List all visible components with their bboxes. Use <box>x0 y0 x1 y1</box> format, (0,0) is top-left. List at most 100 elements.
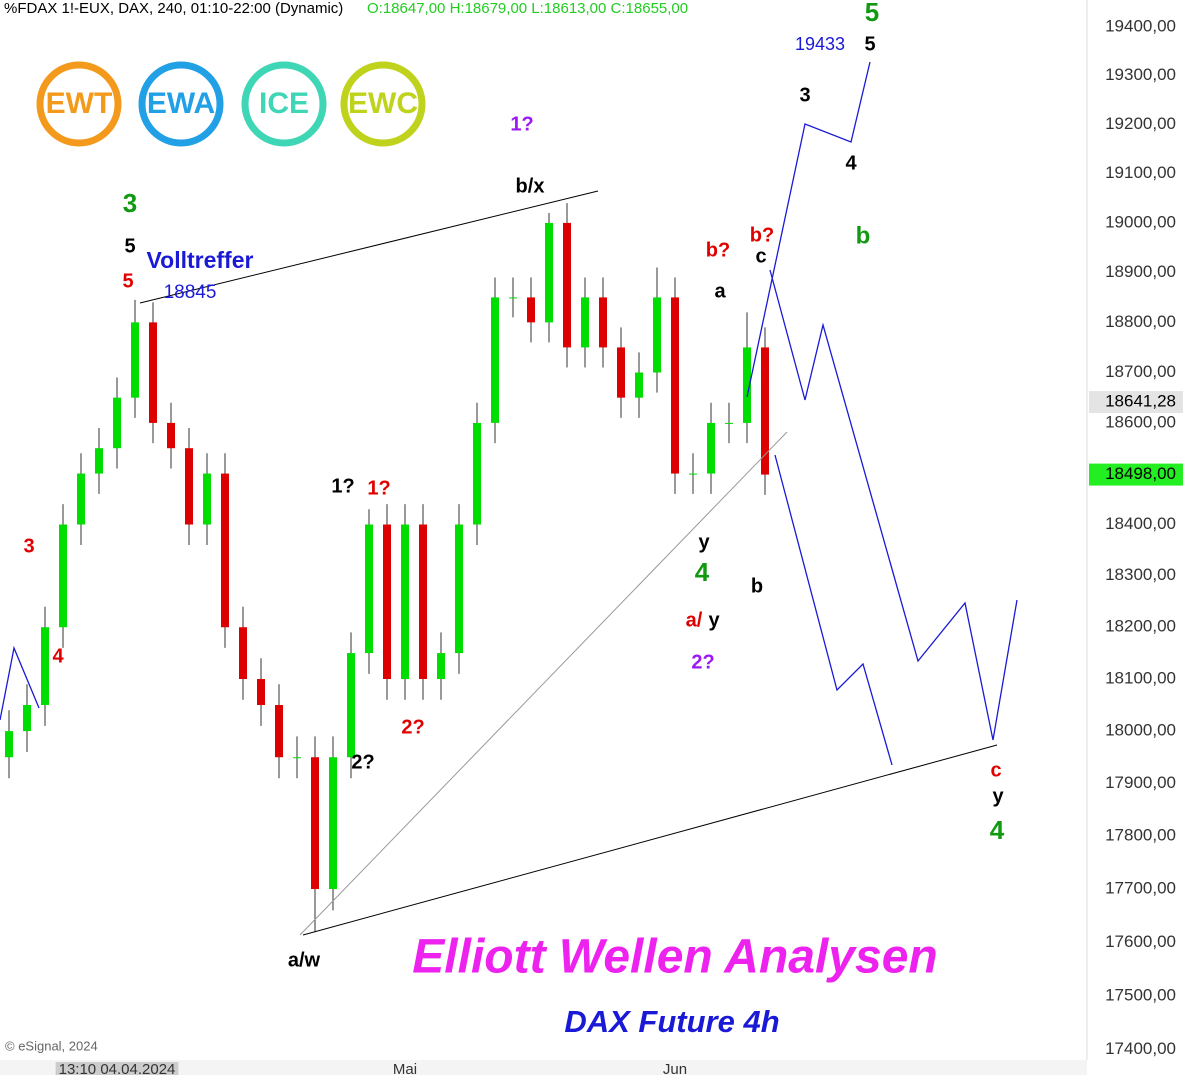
price-marker-label: 18641,28 <box>1105 392 1176 411</box>
y-tick-label: 18400,00 <box>1105 514 1176 533</box>
trendline <box>302 744 998 936</box>
time-axis <box>0 1060 1087 1075</box>
wave-label: 3 <box>799 84 810 106</box>
candle-body <box>509 297 517 299</box>
candle-body <box>95 448 103 474</box>
y-tick-label: 17500,00 <box>1105 985 1176 1004</box>
logo: EWC <box>348 87 418 120</box>
projections <box>0 61 1018 766</box>
wave-label: 1? <box>367 477 390 499</box>
candle-body <box>743 347 751 423</box>
candle-body <box>545 222 553 323</box>
logo: EWT <box>46 87 113 120</box>
candle-body <box>563 222 571 348</box>
candle-body <box>239 627 247 680</box>
wave-label: 3 <box>123 188 137 218</box>
wave-label: b <box>856 222 871 249</box>
candle-body <box>149 322 157 423</box>
wave-label: 4 <box>695 557 710 587</box>
candle-body <box>437 653 445 680</box>
candle-body <box>617 347 625 398</box>
logo: ICE <box>259 87 309 120</box>
candle-body <box>581 297 589 348</box>
trendline <box>299 431 788 936</box>
candle-body <box>203 473 211 525</box>
candle-body <box>257 679 265 706</box>
trendline <box>139 190 599 304</box>
y-tick-label: 17900,00 <box>1105 773 1176 792</box>
y-tick-label: 17800,00 <box>1105 826 1176 845</box>
wave-label: y <box>708 609 720 631</box>
source: © eSignal, 2024 <box>5 1038 98 1053</box>
x-tick-label: Jun <box>663 1061 687 1075</box>
x-tick-box <box>55 1062 179 1075</box>
candle-body <box>5 731 13 758</box>
x-tick-label: Mai <box>393 1061 417 1075</box>
y-tick-label: 18000,00 <box>1105 721 1176 740</box>
wave-label: 4 <box>845 152 857 174</box>
wave-label: b? <box>706 239 730 261</box>
candle-body <box>347 653 355 758</box>
y-tick-label: 19100,00 <box>1105 163 1176 182</box>
candle-body <box>419 524 427 680</box>
y-tick-label: 18700,00 <box>1105 362 1176 381</box>
chart-title: %FDAX 1!-EUX, DAX, 240, 01:10-22:00 (Dyn… <box>4 0 343 17</box>
candle-body <box>527 297 535 323</box>
wave-label: 5 <box>124 235 135 257</box>
wave-label: a/ <box>686 609 703 631</box>
candle-body <box>491 297 499 423</box>
candle-body <box>401 524 409 680</box>
price-marker <box>1089 391 1183 414</box>
wave-label: b/x <box>516 175 545 197</box>
ohlc: O:18647,00 H:18679,00 L:18613,00 C:18655… <box>367 0 688 17</box>
candle-body <box>131 322 139 398</box>
candle-body <box>311 757 319 890</box>
wave-label: 2? <box>401 716 424 738</box>
wave-label: c <box>755 245 766 267</box>
candle-body <box>383 524 391 680</box>
annotations: 3 5 5 Volltreffer 18845 b/x 1? 1? 1? 2? … <box>23 0 1004 1039</box>
headline: Elliott Wellen Analysen <box>412 931 937 984</box>
price-marker <box>1089 463 1183 486</box>
y-tick-label: 18800,00 <box>1105 312 1176 331</box>
candle-body <box>671 297 679 474</box>
logo: EWA <box>147 87 215 120</box>
wave-label: b <box>751 575 763 597</box>
candle-body <box>329 757 337 890</box>
candle-body <box>23 705 31 732</box>
candle-body <box>275 705 283 758</box>
candle-body <box>41 627 49 706</box>
y-tick-label: 19300,00 <box>1105 65 1176 84</box>
candle-body <box>455 524 463 654</box>
note: 19433 <box>795 34 845 54</box>
logos: EWT EWA ICE EWC <box>36 61 426 147</box>
y-tick-label: 19400,00 <box>1105 17 1176 36</box>
candle-body <box>707 422 715 474</box>
axis-panel <box>1087 0 1183 1075</box>
price-marker-label: 18498,00 <box>1105 464 1176 483</box>
candle-body <box>59 524 67 628</box>
wave-label: 5 <box>864 33 875 55</box>
wave-label: 4 <box>52 645 64 667</box>
wave-label: 5 <box>865 0 879 27</box>
candle-body <box>473 422 481 525</box>
wave-label: 2? <box>351 751 374 773</box>
y-tick-label: 17700,00 <box>1105 879 1176 898</box>
wave-label: 1? <box>510 113 533 135</box>
wave-label: 5 <box>122 270 133 292</box>
candle-body <box>221 473 229 628</box>
candle-body <box>77 473 85 525</box>
y-tick-label: 18600,00 <box>1105 412 1176 431</box>
y-tick-label: 18200,00 <box>1105 617 1176 636</box>
x-tick-label: 13:10 04.04.2024 <box>59 1061 176 1075</box>
wave-label: c <box>990 759 1001 781</box>
candle-body <box>293 757 301 759</box>
wave-label: a/w <box>288 949 321 971</box>
subheadline: DAX Future 4h <box>564 1004 779 1039</box>
candle-body <box>725 422 733 424</box>
candle-body <box>365 524 373 654</box>
candle-body <box>761 347 769 475</box>
y-tick-label: 19200,00 <box>1105 114 1176 133</box>
candle-body <box>653 297 661 373</box>
